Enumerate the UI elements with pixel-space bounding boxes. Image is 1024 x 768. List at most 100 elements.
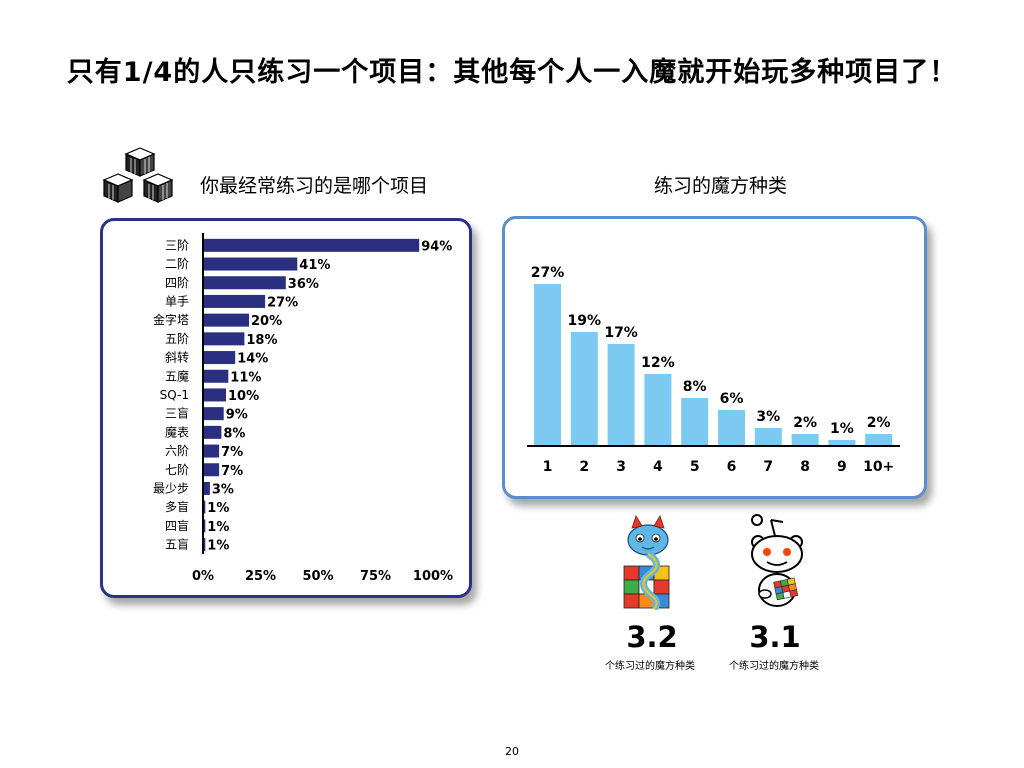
category-label: 1 bbox=[543, 459, 553, 475]
bar bbox=[534, 284, 561, 446]
value-label: 17% bbox=[604, 325, 638, 341]
value-label: 18% bbox=[246, 333, 277, 348]
category-label: 6 bbox=[727, 459, 737, 475]
right-chart-card: 27% 1 19% 2 17% 3 12% 4 8% 5 6% 6 3% 7 2% 8 1% 9 2% 10+ bbox=[502, 216, 927, 499]
value-label: 27% bbox=[267, 295, 298, 310]
stat-label-dragon: 个练习过的魔方种类 bbox=[605, 661, 695, 672]
category-label: 单手 bbox=[165, 294, 189, 308]
x-tick-label: 100% bbox=[413, 569, 453, 584]
category-label: 7 bbox=[763, 459, 773, 475]
stat-value-dragon: 3.2 bbox=[626, 620, 678, 654]
value-label: 8% bbox=[683, 379, 707, 395]
value-label: 2% bbox=[793, 415, 817, 431]
bar bbox=[828, 440, 856, 446]
bar bbox=[681, 398, 709, 446]
x-tick-label: 50% bbox=[302, 569, 333, 584]
x-tick-label: 75% bbox=[360, 569, 391, 584]
bar bbox=[203, 500, 206, 514]
left-chart-card: 三阶 94% 二阶 41% 四阶 36% 单手 27% 金字塔 20% 五阶 18% 斜转 14% 五魔 11… bbox=[100, 218, 472, 598]
value-label: 3% bbox=[212, 482, 234, 497]
category-label: 斜转 bbox=[165, 350, 189, 365]
stat-label-snoo: 个练习过的魔方种类 bbox=[729, 661, 819, 672]
value-label: 1% bbox=[207, 539, 229, 554]
category-label: 三阶 bbox=[165, 238, 189, 252]
value-label: 10% bbox=[228, 389, 259, 404]
bar bbox=[203, 351, 236, 365]
bar bbox=[203, 407, 224, 421]
value-label: 12% bbox=[641, 355, 675, 371]
category-label: 六阶 bbox=[165, 444, 189, 458]
bar bbox=[203, 276, 286, 290]
bar bbox=[754, 428, 782, 446]
bar bbox=[607, 344, 635, 446]
category-label: 五阶 bbox=[165, 332, 189, 346]
bar bbox=[644, 374, 672, 446]
value-label: 19% bbox=[568, 313, 602, 329]
right-panel-title: 练习的魔方种类 bbox=[654, 175, 788, 197]
category-label: 魔表 bbox=[165, 424, 189, 439]
category-label: 五魔 bbox=[165, 368, 189, 383]
bar bbox=[203, 388, 226, 402]
category-label: 3 bbox=[616, 459, 626, 475]
value-label: 7% bbox=[221, 464, 243, 479]
bar bbox=[570, 332, 598, 446]
page-title: 只有1/4的人只练习一个项目：其他每个人一入魔就开始玩多种项目了！ bbox=[66, 57, 958, 88]
value-label: 6% bbox=[720, 391, 744, 407]
cube-types-bar-chart: 27% 1 19% 2 17% 3 12% 4 8% 5 6% 6 3% 7 2% 8 1% 9 2% 10+ bbox=[527, 265, 900, 475]
value-label: 1% bbox=[207, 501, 229, 516]
bar bbox=[203, 463, 220, 477]
value-label: 36% bbox=[288, 277, 319, 292]
category-label: 10+ bbox=[863, 459, 894, 475]
category-label: 最少步 bbox=[153, 481, 189, 495]
bar bbox=[203, 238, 420, 252]
bar bbox=[203, 313, 249, 327]
value-label: 7% bbox=[221, 445, 243, 460]
value-label: 20% bbox=[251, 314, 282, 329]
category-label: 8 bbox=[800, 459, 810, 475]
value-label: 41% bbox=[299, 258, 330, 273]
bar bbox=[203, 332, 245, 346]
page-number: 20 bbox=[505, 745, 519, 758]
value-label: 1% bbox=[207, 520, 229, 535]
value-label: 9% bbox=[226, 408, 248, 423]
value-label: 27% bbox=[531, 265, 565, 281]
dragon-mascot-icon bbox=[623, 515, 670, 610]
category-label: 四盲 bbox=[165, 518, 189, 533]
bar bbox=[203, 425, 222, 439]
bar bbox=[203, 538, 206, 552]
category-label: 5 bbox=[690, 459, 700, 475]
bar bbox=[791, 434, 819, 446]
category-label: 二阶 bbox=[165, 257, 189, 271]
value-label: 3% bbox=[756, 409, 780, 425]
value-label: 14% bbox=[237, 352, 268, 367]
category-label: 金字塔 bbox=[153, 312, 189, 327]
bar bbox=[203, 481, 210, 495]
category-label: 9 bbox=[837, 459, 847, 475]
bar bbox=[865, 434, 893, 446]
category-label: 多盲 bbox=[165, 499, 189, 514]
bar bbox=[203, 444, 220, 458]
value-label: 2% bbox=[867, 415, 891, 431]
value-label: 1% bbox=[830, 421, 854, 437]
value-label: 8% bbox=[223, 426, 245, 441]
category-label: 2 bbox=[579, 459, 589, 475]
value-label: 94% bbox=[421, 239, 452, 254]
rubiks-cubes-icon bbox=[102, 147, 174, 203]
category-label: 三盲 bbox=[165, 406, 189, 421]
category-label: SQ-1 bbox=[160, 388, 189, 402]
stat-value-snoo: 3.1 bbox=[749, 620, 801, 654]
left-panel-title: 你最经常练习的是哪个项目 bbox=[200, 175, 429, 197]
x-tick-label: 0% bbox=[192, 569, 214, 584]
bar bbox=[203, 294, 266, 308]
category-label: 4 bbox=[653, 459, 663, 475]
category-label: 四阶 bbox=[165, 276, 189, 290]
category-label: 七阶 bbox=[165, 463, 189, 477]
reddit-alien-mascot-icon bbox=[751, 514, 803, 607]
bar bbox=[718, 410, 745, 446]
x-tick-label: 25% bbox=[245, 569, 276, 584]
bar bbox=[203, 519, 206, 533]
bar bbox=[203, 369, 229, 383]
bar bbox=[203, 257, 298, 271]
category-label: 五盲 bbox=[165, 537, 189, 552]
project-frequency-bar-chart: 三阶 94% 二阶 41% 四阶 36% 单手 27% 金字塔 20% 五阶 18% 斜转 14% 五魔 11… bbox=[153, 233, 453, 584]
